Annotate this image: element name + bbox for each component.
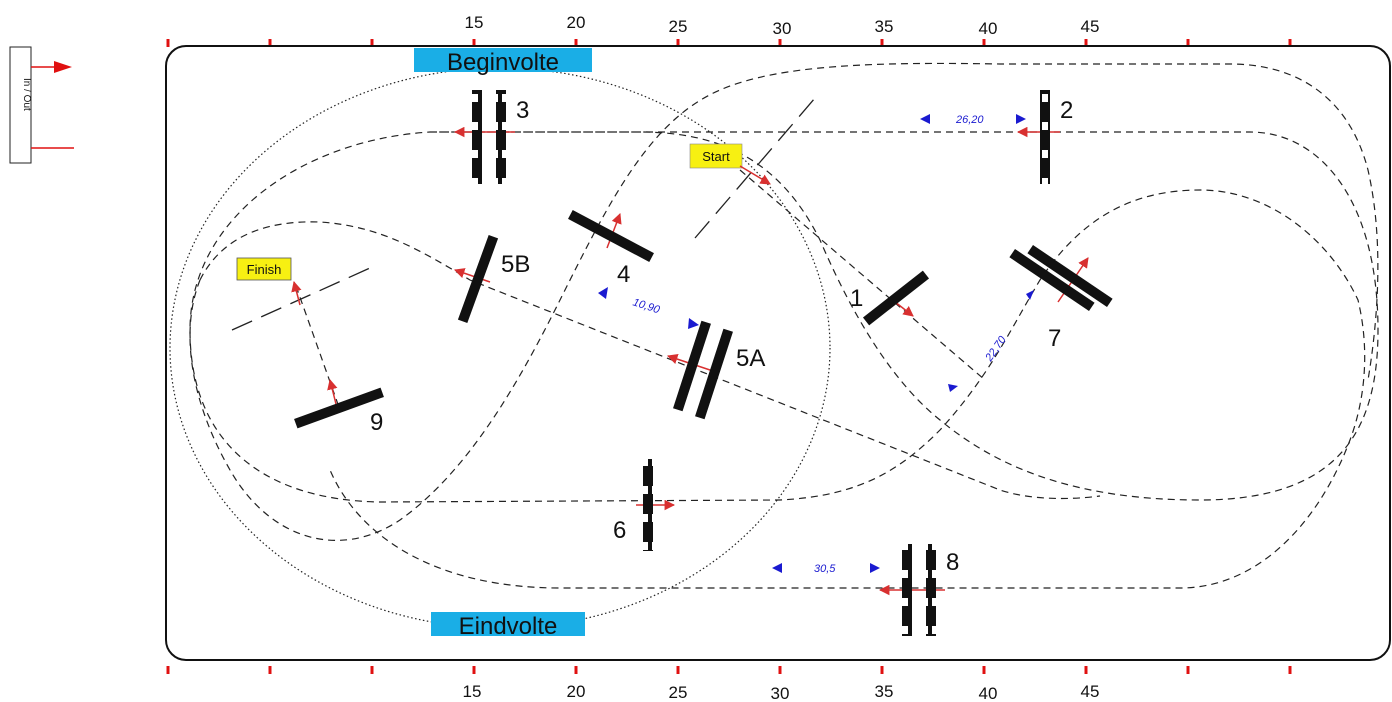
ruler-top-label: 35 — [875, 17, 894, 36]
dist-arrow-left-icon — [920, 114, 930, 124]
gate-pole — [926, 544, 936, 636]
dist-arrow-right-icon — [688, 318, 699, 329]
start-text: Start — [702, 149, 730, 164]
distance-label: 10,90 — [631, 296, 662, 316]
dist-arrow-right-icon — [870, 563, 880, 573]
ruler-top-label: 20 — [567, 13, 586, 32]
ruler-bottom: 15 20 25 30 35 40 45 — [168, 666, 1290, 702]
eindvolte-label: Eindvolte — [431, 612, 585, 640]
ruler-bottom-label: 45 — [1081, 682, 1100, 701]
start-tag: Start — [690, 144, 742, 168]
ruler-top: 15 20 25 30 35 40 45 — [168, 13, 1290, 47]
gate-3: 3 — [472, 90, 529, 184]
gate-pole — [863, 271, 929, 326]
dist-arrow-down-icon — [948, 384, 958, 392]
distance-bottom: 30,5 — [772, 563, 880, 575]
gate-label: 5A — [736, 345, 765, 372]
ruler-bottom-label: 20 — [567, 682, 586, 701]
gate-label: 5B — [501, 251, 530, 278]
arrow-start-direction — [740, 166, 770, 184]
gate-1: 1 — [850, 271, 929, 326]
gate-pole — [643, 459, 653, 551]
distance-diagonal: 22,70 — [948, 290, 1034, 392]
gate-pole — [568, 210, 654, 262]
gate-label: 7 — [1048, 325, 1061, 352]
beginvolte-text: Beginvolte — [447, 49, 559, 76]
gate-label: 9 — [370, 409, 383, 436]
distance-label: 26,20 — [955, 114, 984, 126]
distance-top: 26,20 — [920, 114, 1026, 126]
dist-arrow-left-icon — [598, 287, 608, 299]
distance-label: 22,70 — [983, 333, 1010, 364]
gate-9: 9 — [294, 388, 384, 436]
beginvolte-label: Beginvolte — [414, 48, 592, 76]
gate-pole — [1040, 90, 1050, 184]
distance-label: 30,5 — [814, 563, 836, 575]
course-paths — [190, 63, 1378, 588]
ruler-top-label: 15 — [465, 13, 484, 32]
ruler-bottom-label: 15 — [463, 682, 482, 701]
in-out-marker: In / Out — [10, 47, 74, 163]
finish-tag: Finish — [237, 258, 291, 280]
ruler-top-label: 40 — [979, 19, 998, 38]
dist-arrow-right-icon — [1016, 114, 1026, 124]
gate-6: 6 — [613, 459, 653, 551]
gate-label: 3 — [516, 97, 529, 124]
ruler-bottom-label: 25 — [669, 683, 688, 702]
dist-arrow-up-icon — [1026, 290, 1034, 300]
in-arrow-icon — [54, 61, 72, 73]
path-left-loop — [200, 222, 1100, 499]
path-top-loop — [190, 132, 1378, 588]
finish-text: Finish — [247, 262, 282, 277]
gate-pole — [496, 90, 506, 184]
gate-4: 4 — [568, 210, 654, 288]
gate-label: 4 — [617, 261, 630, 288]
gate-label: 1 — [850, 285, 863, 312]
gate-label: 2 — [1060, 97, 1073, 124]
dist-arrow-left-icon — [772, 563, 782, 573]
ruler-top-label: 25 — [669, 17, 688, 36]
ruler-top-label: 30 — [773, 19, 792, 38]
gate-pole — [458, 235, 498, 323]
gate-pole — [902, 544, 912, 636]
gate-8: 8 — [902, 544, 959, 636]
gate-label: 6 — [613, 517, 626, 544]
gate-label: 8 — [946, 549, 959, 576]
ruler-bottom-label: 35 — [875, 682, 894, 701]
ruler-bottom-label: 30 — [771, 684, 790, 702]
gate-2: 2 — [1040, 90, 1073, 184]
ruler-top-label: 45 — [1081, 17, 1100, 36]
ruler-bottom-label: 40 — [979, 684, 998, 702]
distance-middle: 10,90 — [598, 287, 699, 329]
eindvolte-text: Eindvolte — [459, 613, 558, 640]
gate-pole — [472, 90, 482, 184]
in-out-label: In / Out — [21, 78, 32, 111]
path-start-diagonal — [740, 170, 985, 380]
gate-5a: 5A — [673, 321, 765, 420]
